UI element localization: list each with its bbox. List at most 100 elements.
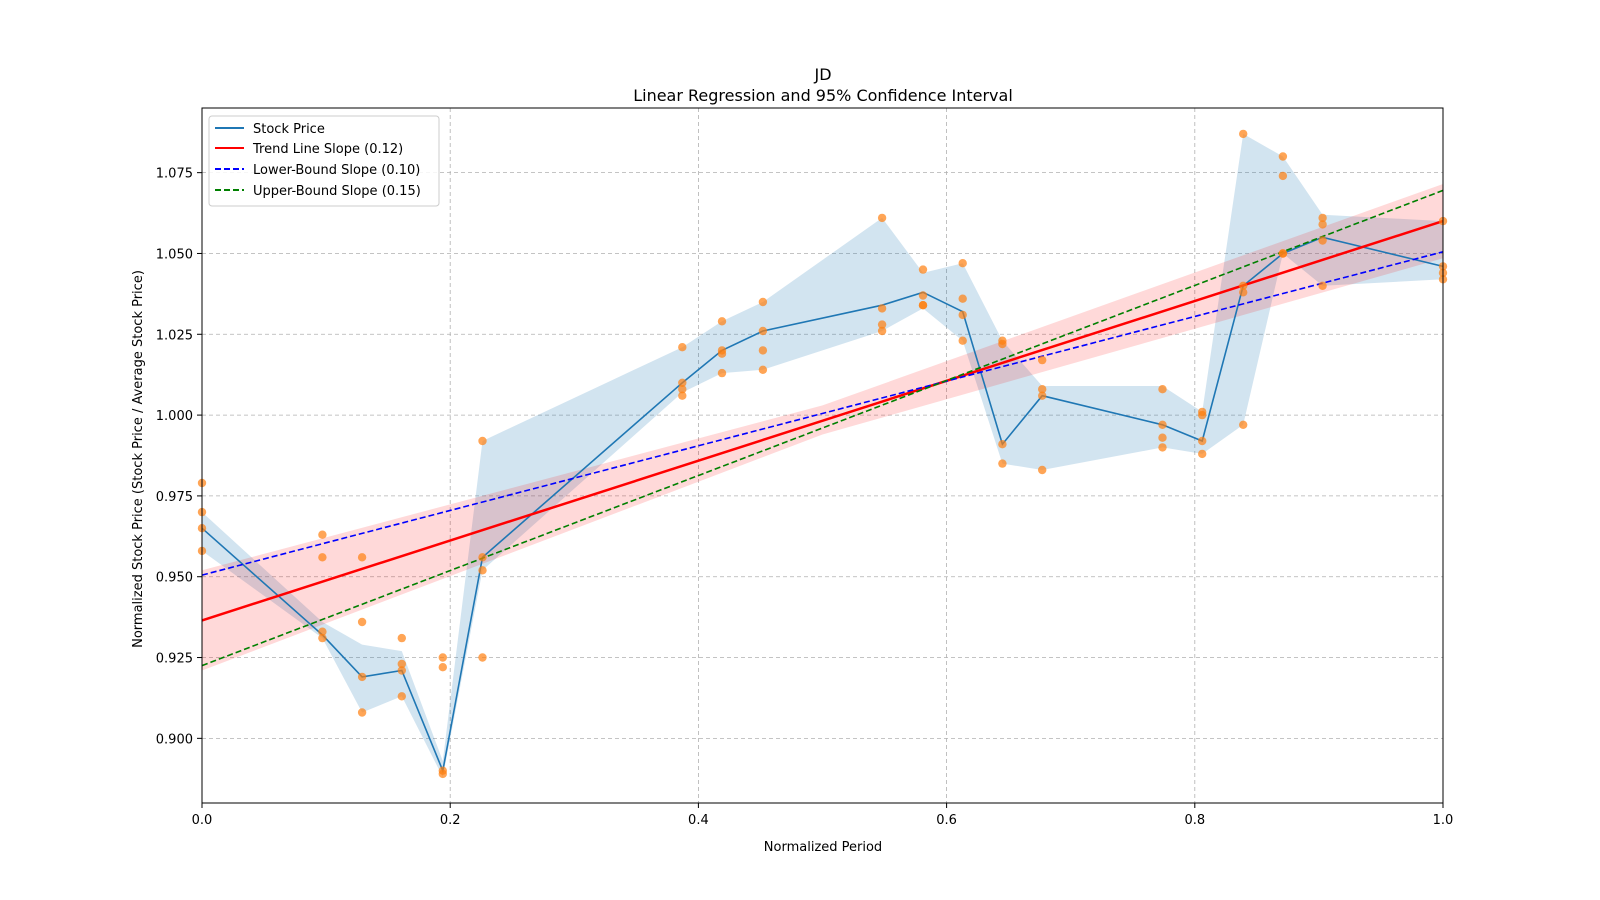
scatter-point [438,653,447,662]
scatter-point [877,213,887,223]
scatter-point [1239,420,1248,429]
y-tick-label: 1.025 [156,328,193,343]
scatter-point [397,666,406,675]
scatter-point [1318,220,1327,229]
y-tick-label: 1.075 [156,167,193,182]
scatter-point [1318,281,1327,290]
scatter-points [197,129,1448,779]
scatter-point [478,566,487,575]
scatter-point [758,297,768,307]
scatter-point [998,459,1007,468]
scatter-point [678,343,687,352]
stock-price-line [201,236,1444,774]
scatter-point [1158,443,1167,452]
scatter-point [678,391,687,400]
scatter-point [438,769,447,779]
scatter-point [958,294,967,303]
scatter-point [877,304,887,313]
scatter-point [1158,385,1167,394]
scatter-point [357,553,367,562]
scatter-point [998,440,1007,449]
x-axis-label: Normalized Period [764,840,882,855]
scatter-point [758,326,768,336]
y-tick-label: 0.900 [156,732,193,747]
scatter-point [918,265,928,274]
scatter-point [318,530,327,539]
regression-confidence-band [202,184,1443,671]
grid [202,108,1443,803]
scatter-point [1158,433,1167,442]
x-tick-label: 0.4 [688,813,709,828]
y-axis-label: Normalized Stock Price (Stock Price / Av… [131,270,146,648]
scatter-point [1239,281,1248,290]
scatter-point [357,672,367,682]
scatter-point [877,320,887,329]
legend-label-trend-line: Trend Line Slope (0.12) [252,142,403,157]
scatter-point [1318,236,1327,245]
scatter-point [1239,129,1248,139]
scatter-point [678,385,687,394]
x-tick-label: 0.0 [192,813,213,828]
scatter-point [1038,465,1047,475]
scatter-point [1158,420,1167,429]
scatter-point [958,310,967,320]
legend-label-upper-bound: Upper-Bound Slope (0.15) [253,184,421,199]
lower-bound-line [201,251,1444,576]
x-tick-label: 1.0 [1433,813,1454,828]
scatter-point [397,633,406,643]
scatter-point [357,708,367,717]
x-tick-label: 0.8 [1184,813,1205,828]
scatter-point [397,692,406,701]
confidence-bands [202,133,1443,778]
stock-price-band [202,133,1443,778]
y-tick-label: 1.050 [156,247,193,262]
scatter-point [478,653,487,662]
scatter-point [318,627,327,636]
legend: Stock Price Trend Line Slope (0.12) Lowe… [208,115,440,207]
scatter-point [397,659,406,669]
scatter-point [877,326,887,336]
scatter-point [1038,391,1047,400]
trend-line [201,219,1444,622]
scatter-point [717,349,727,358]
x-tick-label: 0.2 [440,813,461,828]
series-lines [201,189,1444,774]
scatter-point [1318,213,1327,223]
y-tick-label: 0.925 [156,652,193,667]
y-tick-label: 0.975 [156,490,193,505]
x-tick-label: 0.6 [936,813,957,828]
scatter-point [1278,152,1288,161]
scatter-point [1278,171,1288,181]
legend-label-stock-price: Stock Price [253,122,325,137]
scatter-point [1198,449,1207,459]
scatter-point [318,553,327,562]
scatter-point [318,633,327,643]
scatter-point [918,301,928,310]
scatter-point [958,259,967,268]
chart-title: JD [813,65,831,84]
y-tick-label: 0.950 [156,571,193,586]
scatter-point [1278,249,1288,258]
scatter-point [678,378,687,387]
scatter-point [717,317,727,326]
scatter-point [1038,355,1047,365]
axes: 0.0 0.2 0.4 0.6 0.8 1.0 0.900 0.925 0.950 0.975 1.… [156,107,1454,828]
upper-bound-line [201,189,1444,667]
scatter-point [918,291,928,300]
legend-label-lower-bound: Lower-Bound Slope (0.10) [253,163,420,178]
scatter-point [478,553,487,562]
scatter-point [998,339,1007,349]
scatter-point [758,365,768,374]
scatter-point [1198,410,1207,420]
y-tick-label: 1.000 [156,409,193,424]
scatter-point [758,346,768,355]
scatter-point [958,336,967,345]
scatter-point [717,368,727,378]
scatter-point [1198,436,1207,446]
scatter-point [478,436,487,446]
scatter-point [1038,385,1047,394]
legend-frame [208,115,440,207]
plot-frame [201,107,1444,804]
scatter-point [1239,288,1248,297]
